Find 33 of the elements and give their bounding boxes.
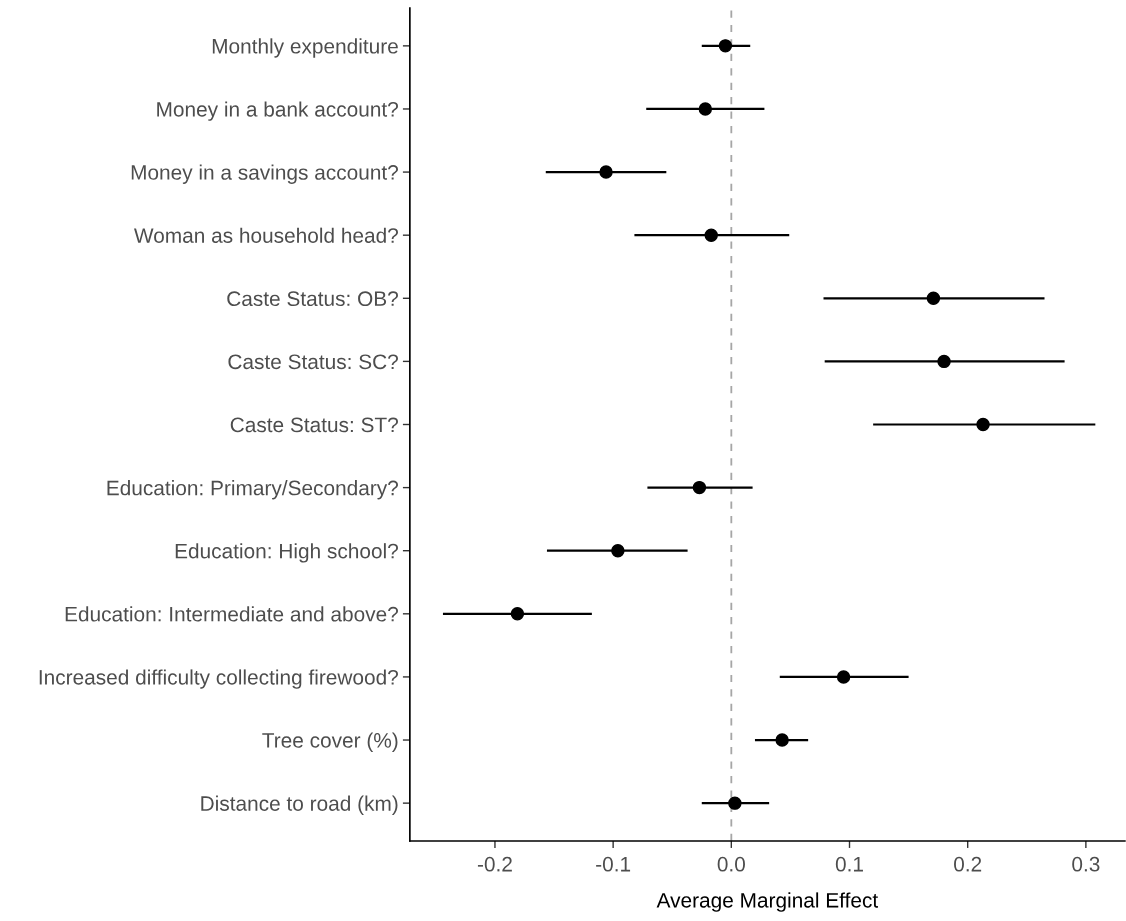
x-tick-label: 0.1 <box>835 856 863 872</box>
point <box>704 228 718 242</box>
y-tick-label: Caste Status: OB? <box>227 291 398 307</box>
point <box>775 733 789 747</box>
point <box>698 102 713 116</box>
y-tick-label: Increased difficulty collecting firewood? <box>39 669 398 689</box>
x-tick-label: 0.2 <box>954 856 982 872</box>
x-tick-label: -0.1 <box>596 856 631 872</box>
y-tick-label: Distance to road (km) <box>201 795 398 815</box>
y-tick-label: Money in a savings account? <box>131 164 398 184</box>
y-tick-label: Education: High school? <box>175 543 398 563</box>
point <box>611 544 625 558</box>
point <box>937 354 951 369</box>
point <box>692 480 707 495</box>
y-tick-label: Caste Status: SC? <box>228 354 398 370</box>
point <box>718 39 733 53</box>
y-tick-label: Tree cover (%) <box>262 732 398 752</box>
y-tick-label: Woman as household head? <box>134 227 398 243</box>
x-tick-label: 0.3 <box>1072 856 1100 872</box>
x-tick-label: -0.2 <box>477 856 512 872</box>
y-tick-label: Education: Intermediate and above? <box>65 606 399 622</box>
point <box>926 291 941 305</box>
point <box>599 165 613 179</box>
x-axis-title: Average Marginal Effect <box>656 892 879 912</box>
point <box>510 607 525 621</box>
y-tick-label: Caste Status: ST? <box>230 417 398 433</box>
y-tick-label: Education: Primary/Secondary? <box>107 480 398 500</box>
point <box>976 417 990 432</box>
x-tick-label: 0.0 <box>717 856 745 872</box>
point <box>836 670 851 684</box>
y-tick-label: Monthly expenditure <box>212 38 398 58</box>
y-tick-label: Money in a bank account? <box>157 101 398 121</box>
point <box>728 796 742 810</box>
